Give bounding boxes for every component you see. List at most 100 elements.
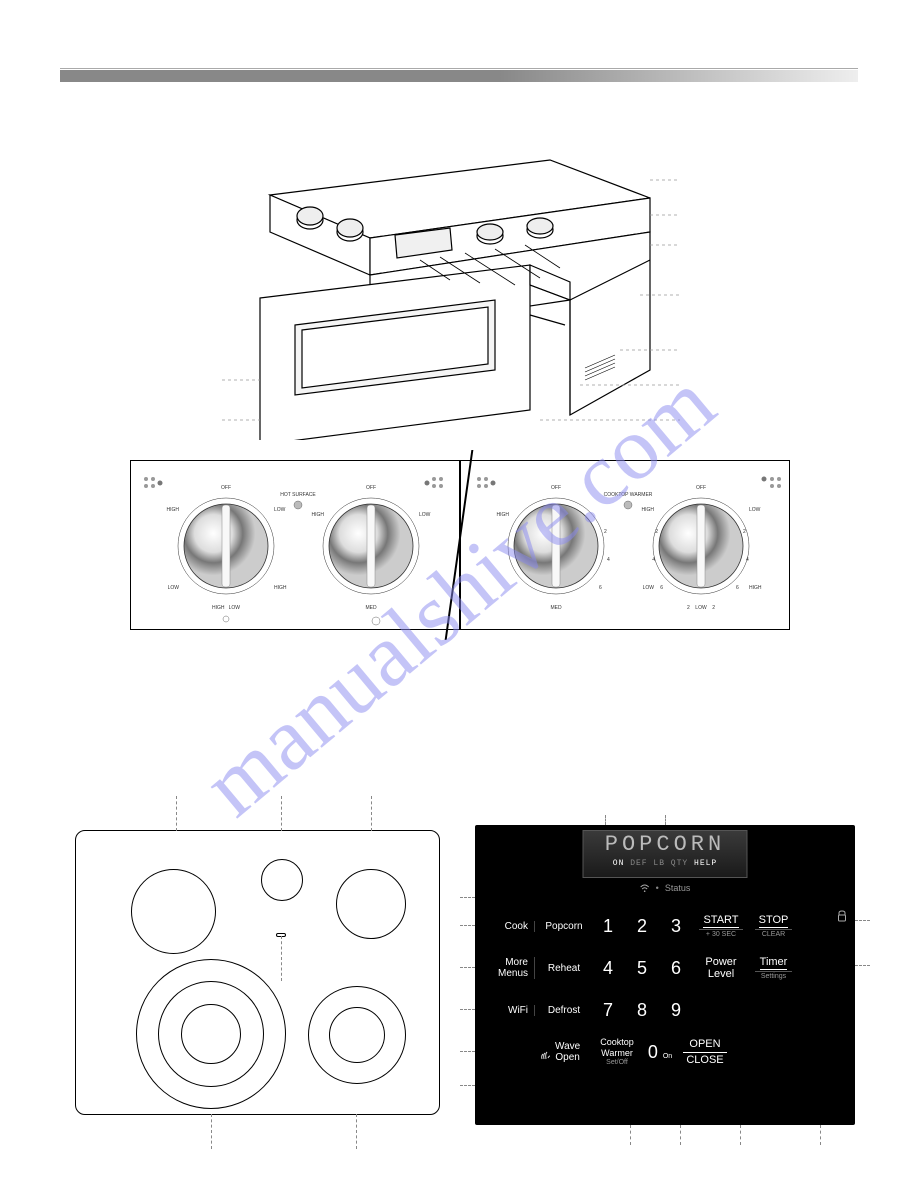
callout-line <box>630 1125 631 1145</box>
status-label: Status <box>665 883 691 893</box>
svg-text:MED: MED <box>550 605 562 611</box>
keypad-2[interactable]: 2 <box>627 916 657 937</box>
svg-text:MED: MED <box>365 605 377 611</box>
callout-line <box>460 925 475 926</box>
knob-left-2 <box>323 498 419 594</box>
callout-line <box>460 967 475 968</box>
hand-wave-icon <box>539 1038 553 1066</box>
wifi-icon <box>640 883 650 893</box>
touch-row-1: Cook Popcorn 1 2 3 START + 30 SEC STOP C… <box>485 905 845 947</box>
cooktop-warmer-button[interactable]: Cooktop Warmer Set/Off <box>593 1026 641 1078</box>
svg-text:4: 4 <box>746 557 749 563</box>
more-menus-button[interactable]: More Menus <box>485 957 535 979</box>
burner-top-right <box>336 869 406 939</box>
wave-open-button[interactable]: Wave Open <box>539 1038 589 1066</box>
wifi-button[interactable]: WiFi <box>485 1005 535 1016</box>
callout-line <box>281 796 282 831</box>
svg-text:6: 6 <box>660 585 663 591</box>
touch-grid: Cook Popcorn 1 2 3 START + 30 SEC STOP C… <box>485 905 845 1073</box>
reheat-button[interactable]: Reheat <box>539 963 589 974</box>
callout-line <box>460 1051 475 1052</box>
svg-text:COOKTOP WARMER: COOKTOP WARMER <box>604 492 653 498</box>
touch-row-4: Wave Open Cooktop Warmer Set/Off 0 On OP… <box>485 1031 845 1073</box>
svg-text:HIGH LOW: HIGH LOW <box>212 605 240 611</box>
touch-row-2: More Menus Reheat 4 5 6 Power Level Time… <box>485 947 845 989</box>
callout-line <box>605 815 606 825</box>
callout-line <box>356 1114 357 1149</box>
svg-text:HOT SURFACE: HOT SURFACE <box>280 492 316 498</box>
open-close-button[interactable]: OPEN CLOSE <box>679 1038 731 1065</box>
callout-line <box>460 1009 475 1010</box>
svg-text:2: 2 <box>655 529 658 535</box>
burner-bottom-right-inner <box>329 1007 385 1063</box>
callout-line <box>211 1114 212 1149</box>
callout-line <box>855 920 870 921</box>
callout-line <box>855 965 870 966</box>
callout-line <box>460 1085 475 1086</box>
keypad-6[interactable]: 6 <box>661 958 691 979</box>
keypad-8[interactable]: 8 <box>627 1000 657 1021</box>
svg-text:LOW: LOW <box>168 585 180 591</box>
svg-text:LOW: LOW <box>274 507 286 513</box>
svg-text:OFF: OFF <box>366 485 376 491</box>
callout-line <box>460 897 475 898</box>
keypad-3[interactable]: 3 <box>661 916 691 937</box>
knob-panel-left: OFF HIGH LOW LOW HIGH HIGH LOW OFF HIGH … <box>130 460 460 630</box>
popcorn-button[interactable]: Popcorn <box>539 921 589 932</box>
svg-text:LOW: LOW <box>643 585 655 591</box>
cook-button[interactable]: Cook <box>485 921 535 932</box>
svg-text:OFF: OFF <box>551 485 561 491</box>
burner-top-mid-small <box>261 859 303 901</box>
knob-panel-right: OFF HIGH MED OFF HIGH LOW LOW HIGH 2 LOW… <box>460 460 790 630</box>
svg-text:OFF: OFF <box>696 485 706 491</box>
svg-text:HIGH: HIGH <box>497 512 510 518</box>
knob-left-1 <box>178 498 274 594</box>
keypad-4[interactable]: 4 <box>593 958 623 979</box>
defrost-button[interactable]: Defrost <box>539 1005 589 1016</box>
svg-text:6: 6 <box>736 585 739 591</box>
control-knob-panels: OFF HIGH LOW LOW HIGH HIGH LOW OFF HIGH … <box>130 460 790 640</box>
callout-line <box>820 1125 821 1145</box>
callout-line <box>665 815 666 825</box>
stop-button[interactable]: STOP CLEAR <box>751 914 796 939</box>
keypad-5[interactable]: 5 <box>627 958 657 979</box>
callout-line <box>371 796 372 831</box>
svg-text:2: 2 <box>743 529 746 535</box>
header-divider-bar <box>60 70 858 82</box>
keypad-1[interactable]: 1 <box>593 916 623 937</box>
callout-line <box>281 936 282 981</box>
keypad-0[interactable]: 0 On <box>645 1042 675 1063</box>
svg-text:HIGH: HIGH <box>167 507 180 513</box>
svg-text:HIGH: HIGH <box>749 585 762 591</box>
appliance-3d-diagram <box>220 120 680 440</box>
power-level-button[interactable]: Power Level <box>695 956 747 980</box>
svg-text:2: 2 <box>604 529 607 535</box>
svg-text:4: 4 <box>607 557 610 563</box>
knob-right-2 <box>653 498 749 594</box>
svg-text:6: 6 <box>599 585 602 591</box>
display-main-text: POPCORN <box>584 831 747 859</box>
svg-text:OFF: OFF <box>221 485 231 491</box>
svg-text:LOW: LOW <box>749 507 761 513</box>
svg-text:2 LOW 2: 2 LOW 2 <box>687 605 715 611</box>
callout-line <box>740 1125 741 1145</box>
burner-top-left <box>131 869 216 954</box>
knob-right-1 <box>508 498 604 594</box>
svg-text:4: 4 <box>652 557 655 563</box>
svg-text:HIGH: HIGH <box>312 512 325 518</box>
callout-line <box>176 796 177 831</box>
start-button[interactable]: START + 30 SEC <box>695 914 747 939</box>
timer-button[interactable]: Timer Settings <box>751 956 796 981</box>
status-row: • Status <box>640 883 691 893</box>
burner-bottom-left-inner <box>181 1004 241 1064</box>
microwave-touch-panel: POPCORN ON DEF LB QTY HELP • Status Cook… <box>475 825 855 1125</box>
callout-line <box>680 1125 681 1145</box>
svg-text:LOW: LOW <box>419 512 431 518</box>
keypad-9[interactable]: 9 <box>661 1000 691 1021</box>
keypad-7[interactable]: 7 <box>593 1000 623 1021</box>
svg-text:HIGH: HIGH <box>642 507 655 513</box>
touch-row-3: WiFi Defrost 7 8 9 <box>485 989 845 1031</box>
svg-text:HIGH: HIGH <box>274 585 287 591</box>
cooktop-layout-diagram <box>75 830 440 1115</box>
lcd-display: POPCORN ON DEF LB QTY HELP <box>583 830 748 878</box>
